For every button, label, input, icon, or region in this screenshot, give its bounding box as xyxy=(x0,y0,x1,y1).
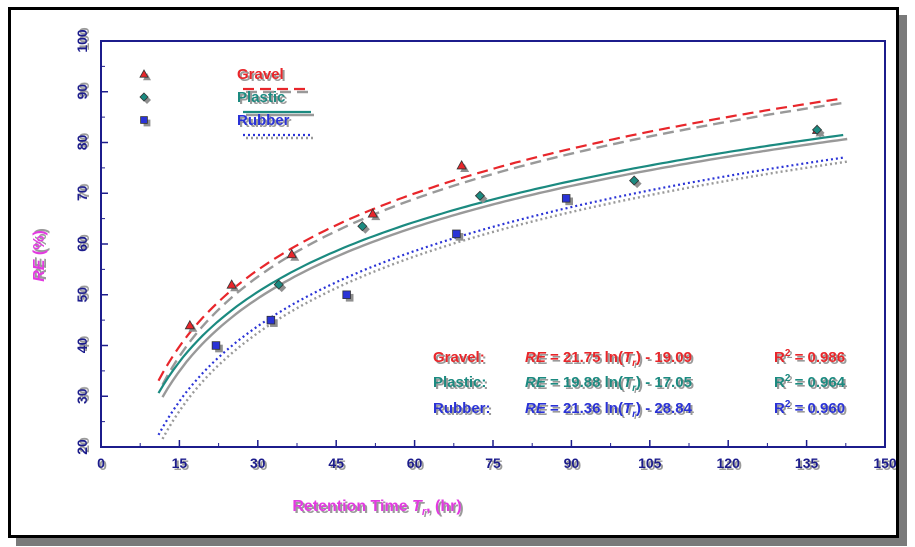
retention-chart: 0 15 30 45 60 75 90 105 120 135 150 20 30 40 50 60 70 80… xyxy=(31,29,896,518)
x-tick-label: 0 xyxy=(97,455,105,471)
data-point-gravel xyxy=(456,160,470,172)
x-axis-title-main: Retention Time xyxy=(292,498,412,515)
x-tick-label: 105 xyxy=(638,455,662,471)
x-axis-ticks: 0 15 30 45 60 75 90 105 120 135 150 xyxy=(97,440,896,471)
data-point-rubber xyxy=(266,315,278,327)
x-tick-label: 15 xyxy=(172,455,188,471)
y-axis-ticks: 20 30 40 50 60 70 80 90 100 xyxy=(74,29,108,455)
fit-curve-plastic xyxy=(157,133,844,394)
equation-rubber: RE = 21.36 ln(Tr) - 28.84 xyxy=(525,400,693,420)
data-point-rubber xyxy=(452,229,464,241)
fit-curve-shadow-plastic xyxy=(161,137,848,398)
x-tick-label: 135 xyxy=(795,455,819,471)
y-tick-label: 30 xyxy=(74,388,90,404)
fit-curve-shadows xyxy=(161,101,848,440)
legend-label-plastic: Plastic xyxy=(237,89,285,106)
x-axis-title-sub: r xyxy=(422,506,427,518)
y-tick-label: 100 xyxy=(74,29,90,53)
equation-plastic: RE = 19.88 ln(Tr) - 17.05 xyxy=(525,374,692,394)
r-squared-plastic: R2 = 0.964 xyxy=(774,373,846,391)
x-axis-title-unit: , (hr) xyxy=(426,498,462,515)
x-tick-label: 30 xyxy=(250,455,266,471)
data-point-plastic xyxy=(273,279,287,293)
fit-curve-shadow-rubber xyxy=(161,160,848,440)
legend-marker-gravel xyxy=(139,69,151,81)
equation-label-rubber: Rubber: xyxy=(433,400,491,417)
data-point-rubber xyxy=(211,341,223,353)
equation-label-gravel: Gravel: xyxy=(433,349,485,366)
fit-curve-gravel xyxy=(157,97,844,382)
data-point-plastic xyxy=(811,124,825,138)
x-tick-label: 150 xyxy=(873,455,896,471)
y-tick-label: 60 xyxy=(74,236,90,252)
data-point-gravel xyxy=(367,208,381,221)
equation-gravel: RE = 21.75 ln(Tr) - 19.09 xyxy=(525,349,692,369)
chart-frame: 0 15 30 45 60 75 90 105 120 135 150 20 30 40 50 60 70 80… xyxy=(8,7,899,538)
y-tick-label: 90 xyxy=(74,84,90,100)
x-axis-title: Retention Time Tr, (hr) xyxy=(292,498,461,518)
data-point-gravel xyxy=(286,248,300,261)
data-point-plastic xyxy=(357,221,370,234)
data-point-gravel xyxy=(226,279,240,292)
y-tick-label: 70 xyxy=(74,185,90,201)
data-markers xyxy=(184,124,825,353)
legend-label-gravel: Gravel xyxy=(237,66,284,83)
legend-label-rubber: Rubber xyxy=(237,112,290,129)
data-point-rubber xyxy=(561,194,573,206)
y-axis-title-unit: (%) xyxy=(31,230,48,259)
y-axis-title: RE (%) xyxy=(31,230,48,282)
r-squared-gravel: R2 = 0.986 xyxy=(774,348,845,366)
r-squared-rubber: R2 = 0.960 xyxy=(774,399,845,417)
fit-curves xyxy=(157,97,844,436)
fit-curve-shadow-gravel xyxy=(161,101,848,386)
legend: Gravel Plastic Rubber xyxy=(139,66,314,140)
legend-marker-plastic xyxy=(139,92,151,104)
data-point-gravel xyxy=(184,319,198,332)
y-tick-label: 40 xyxy=(74,338,90,354)
y-tick-label: 20 xyxy=(74,439,90,455)
x-tick-label: 75 xyxy=(485,455,501,471)
data-point-plastic xyxy=(474,190,488,204)
plot-area-border xyxy=(100,40,886,448)
y-axis-title-symbol: RE xyxy=(31,258,48,282)
x-tick-label: 90 xyxy=(564,455,580,471)
x-axis-title-symbol: T xyxy=(412,498,423,515)
legend-marker-rubber xyxy=(140,116,151,127)
y-tick-label: 50 xyxy=(74,287,90,303)
x-tick-label: 120 xyxy=(717,455,741,471)
equation-label-plastic: Plastic: xyxy=(433,374,486,391)
data-point-rubber xyxy=(342,290,354,302)
y-tick-label: 80 xyxy=(74,135,90,151)
data-point-plastic xyxy=(629,175,642,189)
x-tick-label: 60 xyxy=(407,455,423,471)
x-tick-label: 45 xyxy=(328,455,344,471)
equations-block: Gravel: RE = 21.75 ln(Tr) - 19.09 R2 = 0.9… xyxy=(433,348,846,420)
